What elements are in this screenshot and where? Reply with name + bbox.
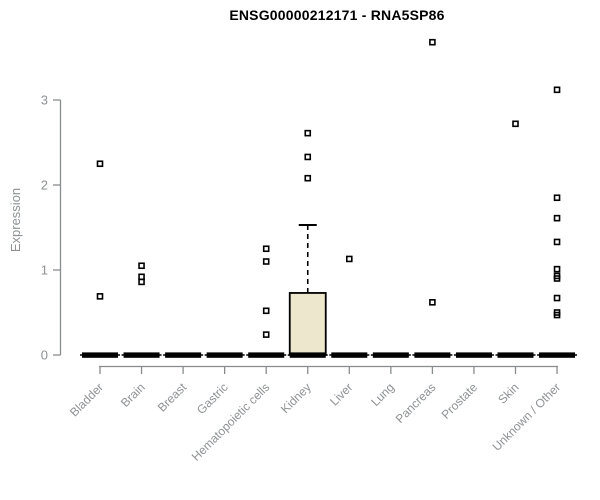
median-bar	[372, 352, 409, 358]
outlier-point	[429, 298, 436, 306]
median-bar	[123, 352, 160, 358]
median-bar	[82, 352, 118, 358]
outlier-point	[262, 307, 270, 315]
boxplot-gastric	[204, 352, 245, 358]
x-tick-label-brain: Brain	[118, 380, 148, 410]
boxplot-breast	[163, 352, 204, 358]
y-tick-label: 2	[41, 178, 48, 193]
boxplot-hematopoietic-cells	[246, 245, 287, 358]
outlier-point	[138, 262, 145, 270]
x-tick-label-hematopoietic-cells: Hematopoietic cells	[189, 380, 272, 463]
outlier-point	[262, 258, 270, 265]
x-tick-label-skin: Skin	[495, 380, 521, 406]
median-bar	[455, 352, 492, 358]
x-tick-label-liver: Liver	[327, 380, 355, 408]
outlier-point	[96, 160, 104, 168]
median-bar	[331, 352, 368, 358]
outlier-point	[512, 120, 519, 128]
outlier-point	[345, 255, 353, 263]
boxplot-lung	[370, 352, 411, 358]
boxplot-liver	[329, 255, 370, 358]
outlier-point	[96, 293, 104, 300]
y-axis: 0 1 2 3	[41, 93, 62, 363]
x-tick-label-breast: Breast	[155, 380, 190, 415]
boxplot-bladder	[80, 160, 120, 358]
outlier-point	[429, 38, 436, 46]
median-bar	[497, 352, 534, 358]
boxplot-kidney	[287, 129, 328, 358]
boxplot-skin	[495, 120, 536, 358]
y-tick-label: 0	[41, 348, 48, 363]
x-tick-label-prostate: Prostate	[439, 380, 481, 422]
x-tick-label-gastric: Gastric	[194, 380, 231, 417]
median-bar	[165, 352, 202, 358]
box	[288, 292, 327, 356]
outlier-point	[553, 86, 561, 94]
outlier-point	[553, 294, 561, 302]
x-tick-label-bladder: Bladder	[67, 380, 106, 419]
outlier-point	[304, 174, 312, 182]
outlier-point	[262, 245, 270, 253]
outlier-point	[553, 311, 561, 319]
x-tick-label-pancreas: Pancreas	[393, 380, 439, 426]
outlier-point	[304, 129, 312, 137]
chart-title: ENSG00000212171 - RNA5SP86	[229, 7, 445, 23]
outlier-point	[553, 265, 561, 273]
median-bar	[414, 352, 451, 358]
boxplot-unknown-other	[537, 86, 578, 358]
boxplot-brain	[121, 262, 162, 358]
median-bar	[248, 352, 285, 358]
outlier-point	[553, 214, 561, 222]
outlier-point	[262, 331, 270, 338]
boxplot-prostate	[453, 352, 494, 358]
median-bar	[289, 352, 326, 358]
y-tick-label: 1	[41, 263, 48, 278]
outlier-point	[138, 278, 145, 286]
y-tick-label: 3	[41, 93, 48, 108]
median-bar	[206, 352, 243, 358]
outlier-point	[138, 273, 145, 281]
x-tick-label-lung: Lung	[368, 380, 397, 409]
median-bar	[539, 352, 576, 358]
outlier-point	[553, 194, 561, 202]
outlier-point	[304, 153, 312, 161]
x-tick-label-kidney: Kidney	[278, 380, 314, 416]
boxplot-pancreas	[412, 38, 453, 358]
outlier-point	[553, 238, 561, 246]
outlier-point	[553, 275, 561, 282]
